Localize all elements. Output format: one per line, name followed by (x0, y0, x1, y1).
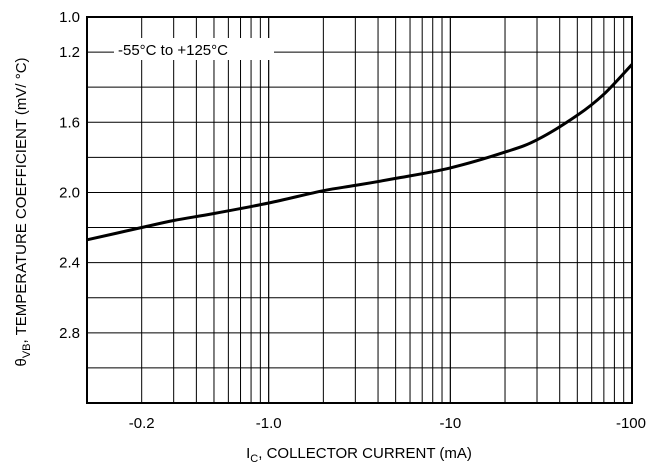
annotation-text: -55°C to +125°C (118, 42, 228, 59)
annotation: -55°C to +125°C (114, 38, 274, 60)
y-tick-label: 1.0 (59, 9, 80, 26)
y-tick-label: 1.6 (59, 114, 80, 131)
x-axis-label: IC, COLLECTOR CURRENT (mA) (246, 445, 472, 465)
x-tick-label: -0.2 (129, 415, 155, 432)
y-axis-label-main: θ (13, 358, 30, 366)
y-tick-label: 2.0 (59, 184, 80, 201)
y-axis-label-sub: VB (21, 343, 33, 358)
series-line (86, 63, 634, 242)
x-tick-labels: -0.2 -1.0 -10 -100 (129, 415, 646, 432)
x-axis-label-rest: , COLLECTOR CURRENT (mA) (258, 445, 472, 462)
x-tick-label: -1.0 (256, 415, 282, 432)
annotation-background (114, 38, 274, 60)
y-tick-label: 2.8 (59, 325, 80, 342)
y-tick-label: 2.4 (59, 255, 80, 272)
x-axis-label-sub: C (250, 453, 258, 465)
x-tick-label: -10 (439, 415, 461, 432)
y-tick-label: 1.2 (59, 44, 80, 61)
x-axis-label-main: I (246, 445, 250, 462)
y-axis-label: θVB, TEMPERATURE COEFFICIENT (mV/ °C) (13, 57, 33, 366)
plot-frame (86, 16, 633, 404)
y-tick-labels: 1.0 1.2 1.6 2.0 2.4 2.8 (59, 9, 80, 342)
x-tick-label: -100 (616, 415, 646, 432)
grid (87, 17, 632, 403)
y-axis-label-rest: , TEMPERATURE COEFFICIENT (mV/ °C) (13, 57, 30, 343)
